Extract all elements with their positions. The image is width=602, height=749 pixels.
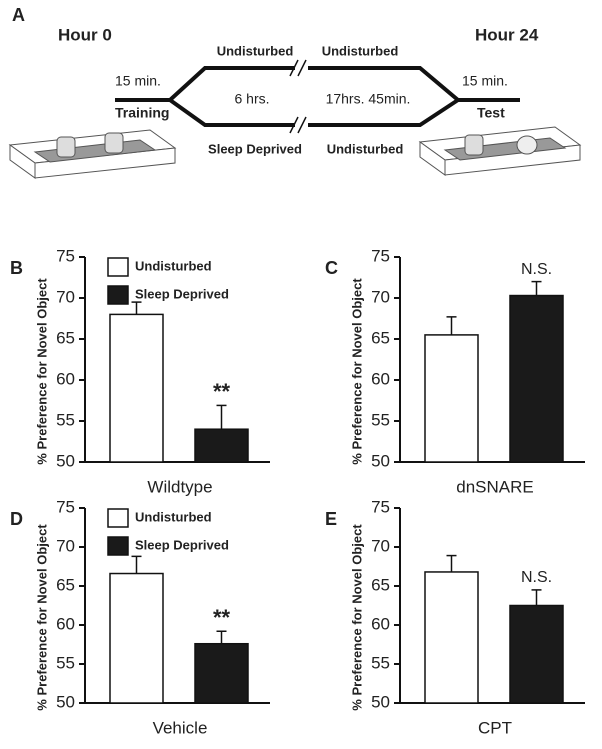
y-tick-label: 60 [371, 614, 390, 633]
bar [509, 294, 564, 463]
mid-right: 17hrs. 45min. [326, 91, 411, 107]
y-tick-label: 70 [371, 287, 390, 306]
y-axis-label: % Preference for Novel Object [349, 524, 364, 711]
y-axis-label: % Preference for Novel Object [34, 278, 49, 465]
panel-letter: A [12, 5, 25, 25]
top-left: Undisturbed [217, 43, 294, 58]
annotation: ** [213, 379, 231, 404]
panel-letter: C [325, 258, 338, 278]
test-time: 15 min. [462, 73, 508, 89]
y-tick-label: 55 [56, 410, 75, 429]
y-tick-label: 60 [371, 369, 390, 388]
timeline [115, 66, 520, 127]
train-label: Training [115, 105, 169, 121]
bar [424, 334, 479, 463]
panel-letter: B [10, 258, 23, 278]
cage-left [8, 129, 177, 179]
end-label: Hour 24 [475, 25, 539, 44]
annotation: ** [213, 605, 231, 630]
legend-swatch [107, 508, 129, 528]
x-category-label: Vehicle [153, 718, 208, 737]
panel-letter: E [325, 509, 337, 529]
cage-right [418, 126, 582, 176]
y-tick-label: 75 [56, 497, 75, 516]
y-tick-label: 70 [371, 536, 390, 555]
chart: B % Preference for Novel Object 50 55 60 65 70… [10, 246, 270, 496]
mid-left: 6 hrs. [234, 91, 269, 107]
y-tick-label: 50 [371, 451, 390, 470]
y-tick-label: 50 [56, 692, 75, 711]
y-tick-label: 65 [371, 575, 390, 594]
y-tick-label: 60 [56, 369, 75, 388]
y-tick-label: 75 [371, 246, 390, 265]
y-tick-label: 70 [56, 536, 75, 555]
bar [109, 313, 164, 463]
test-label: Test [477, 105, 505, 121]
annotation: N.S. [521, 569, 552, 586]
y-tick-label: 55 [371, 410, 390, 429]
y-tick-label: 65 [371, 328, 390, 347]
y-tick-label: 50 [56, 451, 75, 470]
bar [109, 572, 164, 704]
bottom-left: Sleep Deprived [208, 141, 302, 156]
y-tick-label: 65 [56, 575, 75, 594]
chart: C % Preference for Novel Object 50 55 60 65 70… [325, 246, 585, 496]
y-axis-label: % Preference for Novel Object [349, 278, 364, 465]
y-tick-label: 55 [371, 653, 390, 672]
y-axis-label: % Preference for Novel Object [34, 524, 49, 711]
y-tick-label: 75 [371, 497, 390, 516]
y-tick-label: 60 [56, 614, 75, 633]
train-time: 15 min. [115, 73, 161, 89]
y-tick-label: 70 [56, 287, 75, 306]
break-marks [289, 59, 307, 134]
x-category-label: dnSNARE [456, 477, 533, 496]
start-label: Hour 0 [58, 25, 112, 44]
bar [194, 428, 249, 463]
legend-swatch [107, 536, 129, 556]
bar [509, 604, 564, 704]
legend-swatch [107, 285, 129, 305]
y-tick-label: 75 [56, 246, 75, 265]
annotation: N.S. [521, 261, 552, 278]
bottom-right: Undisturbed [327, 141, 404, 156]
y-tick-label: 65 [56, 328, 75, 347]
top-path [115, 66, 520, 102]
legend-label: Undisturbed [135, 509, 212, 524]
legend-label: Undisturbed [135, 258, 212, 273]
chart: E % Preference for Novel Object 50 55 60 65 70… [325, 497, 585, 737]
legend-label: Sleep Deprived [135, 286, 229, 301]
bar [194, 642, 249, 704]
panel-letter: D [10, 509, 23, 529]
legend-label: Sleep Deprived [135, 537, 229, 552]
legend-swatch [107, 257, 129, 277]
bar [424, 571, 479, 704]
x-category-label: CPT [478, 718, 512, 737]
bottom-path [168, 98, 460, 127]
y-tick-label: 55 [56, 653, 75, 672]
diagram: A Hour 0 Hour 24 15 min. Training 15 min… [8, 5, 582, 179]
top-right: Undisturbed [322, 43, 399, 58]
chart: D % Preference for Novel Object 50 55 60 65 70… [10, 497, 270, 737]
x-category-label: Wildtype [147, 477, 212, 496]
y-tick-label: 50 [371, 692, 390, 711]
